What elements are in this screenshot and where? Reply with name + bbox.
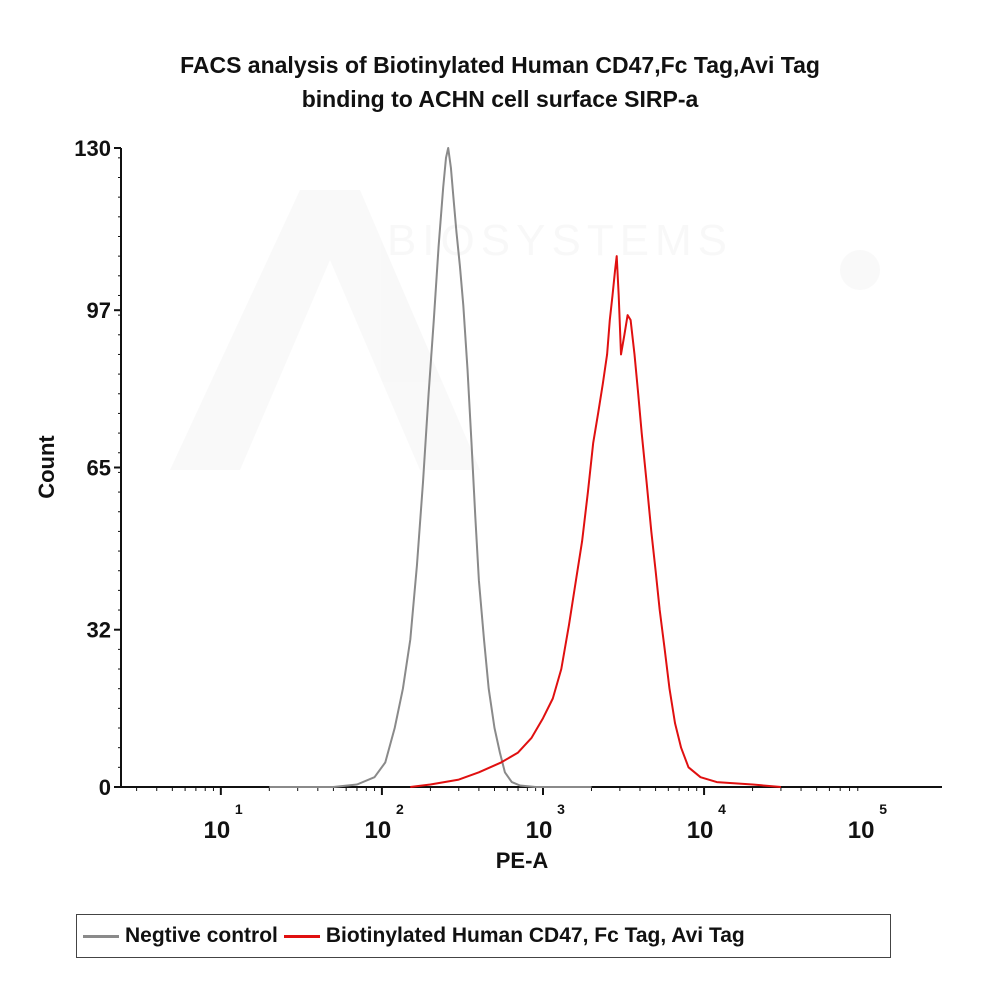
x-tick-exponent: 2 <box>396 801 404 817</box>
legend-label: Biotinylated Human CD47, Fc Tag, Avi Tag <box>325 924 745 947</box>
series-layer <box>269 147 781 788</box>
y-tick-label: 130 <box>74 136 111 161</box>
y-ticks: 0 32 65 97 130 <box>74 136 121 800</box>
watermark-text: BIOSYSTEMS <box>387 216 733 265</box>
watermark-logo-a <box>170 190 480 470</box>
chart-title: FACS analysis of Biotinylated Human CD47… <box>0 48 1000 116</box>
x-axis-label: PE-A <box>496 848 549 873</box>
x-tick-label: 10 <box>848 817 875 844</box>
series-line-negative-control <box>269 147 592 788</box>
x-tick-label: 10 <box>526 817 553 844</box>
legend-item-negative-control: Negtive control <box>83 924 278 948</box>
legend-swatch-gray <box>83 934 119 938</box>
y-tick-label: 65 <box>87 456 111 481</box>
legend-swatch-red <box>283 934 320 938</box>
watermark: BIOSYSTEMS <box>170 190 880 470</box>
y-tick-label: 0 <box>99 775 111 800</box>
watermark-logo-dot <box>840 250 880 290</box>
x-tick-exponent: 5 <box>879 801 887 817</box>
legend-label: Negtive control <box>125 924 278 947</box>
y-tick-label: 97 <box>87 298 111 323</box>
x-tick-exponent: 3 <box>557 801 565 817</box>
series-line-cd47 <box>410 255 781 788</box>
chart-title-line-1: FACS analysis of Biotinylated Human CD47… <box>180 52 820 78</box>
y-axis-label: Count <box>34 435 59 499</box>
x-tick-exponent: 1 <box>235 801 243 817</box>
x-tick-label: 10 <box>687 817 714 844</box>
y-tick-label: 32 <box>87 618 111 643</box>
x-tick-exponent: 4 <box>718 801 726 817</box>
x-tick-label: 10 <box>365 817 392 844</box>
chart-title-line-2: binding to ACHN cell surface SIRP-a <box>301 86 699 112</box>
legend-item-cd47: Biotinylated Human CD47, Fc Tag, Avi Tag <box>283 924 745 948</box>
x-tick-label: 10 <box>203 817 230 844</box>
legend: Negtive control Biotinylated Human CD47,… <box>76 914 891 958</box>
